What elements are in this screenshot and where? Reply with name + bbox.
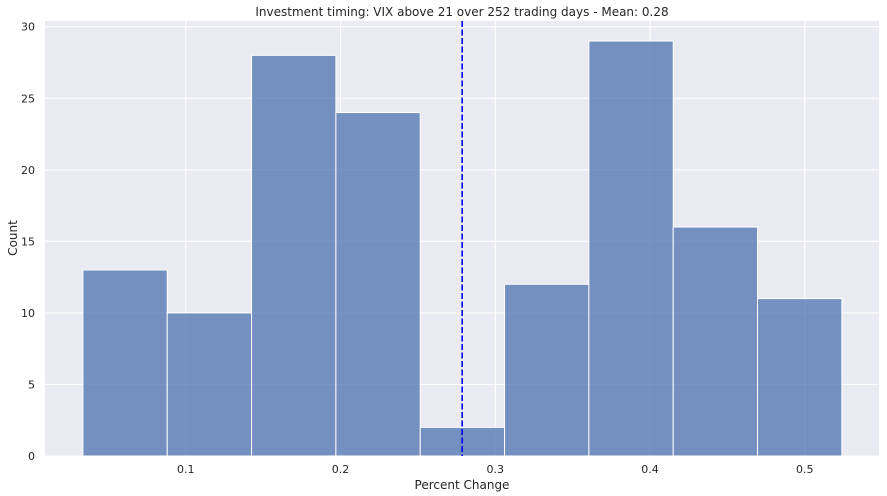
histogram-bar-5 [504,283,590,457]
chart-title: Investment timing: VIX above 21 over 252… [255,5,668,19]
y-tick-label-0: 0 [28,450,35,463]
histogram-bar-3 [335,112,421,457]
x-tick-label-2: 0.3 [487,463,505,476]
y-tick-label-3: 15 [21,235,35,248]
histogram-bar-2 [251,54,337,457]
x-tick-labels: 0.1 0.2 0.3 0.4 0.5 [177,463,813,476]
y-axis-label: Count [6,220,20,256]
x-tick-label-1: 0.2 [332,463,350,476]
y-tick-label-4: 20 [21,164,35,177]
x-tick-label-0: 0.1 [177,463,195,476]
x-axis-label: Percent Change [415,478,510,492]
bars [82,40,843,457]
y-tick-label-6: 30 [21,21,35,34]
histogram-bar-0 [82,269,168,457]
histogram-bar-7 [672,226,759,457]
y-tick-labels: 0 5 10 15 20 25 30 [21,21,35,463]
histogram-bar-6 [588,40,674,457]
y-tick-label-5: 25 [21,92,35,105]
y-tick-label-2: 10 [21,307,35,320]
histogram-bar-1 [166,312,253,457]
x-tick-label-4: 0.5 [796,463,814,476]
y-tick-label-1: 5 [28,378,35,391]
x-tick-label-3: 0.4 [641,463,659,476]
histogram-bar-8 [757,298,843,457]
